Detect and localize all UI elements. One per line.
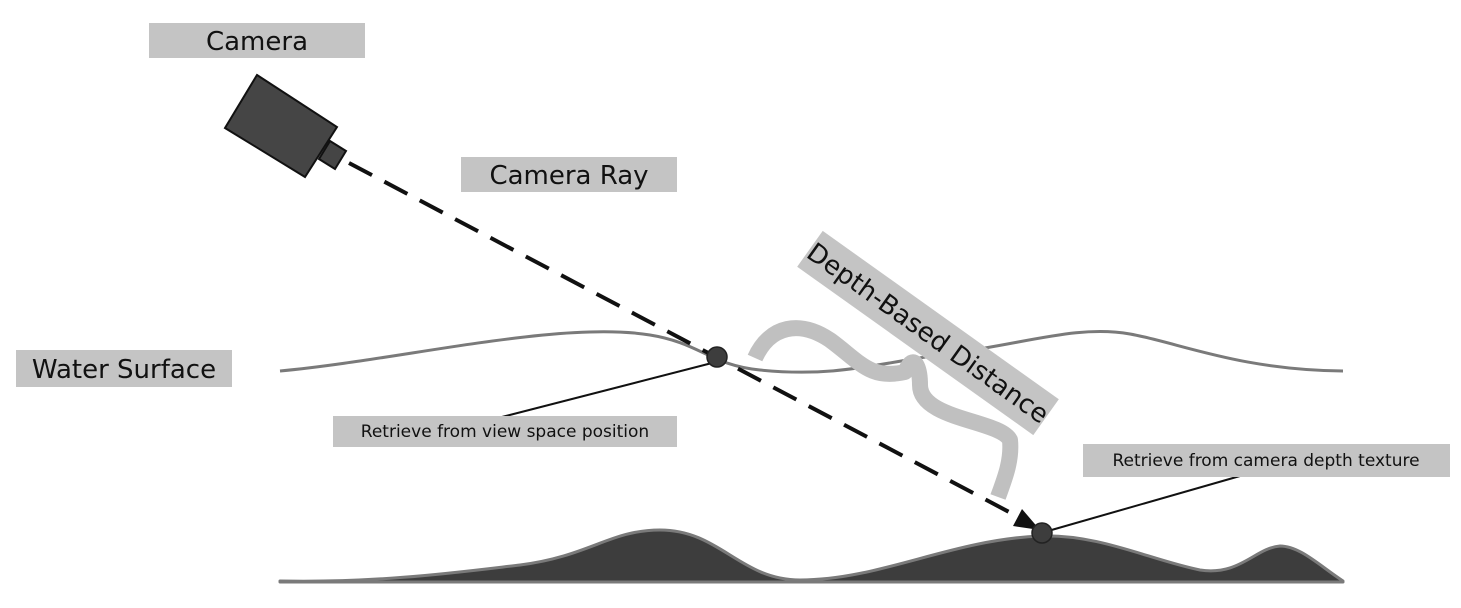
camera-ray-label-text: Camera Ray (489, 161, 648, 191)
view-space-label-text: Retrieve from view space position (361, 422, 649, 442)
camera-label-text: Camera (206, 27, 308, 57)
view-space-leader (497, 362, 713, 419)
water-surface-label: Water Surface (16, 350, 232, 387)
water-surface-line (279, 329, 1344, 374)
view-space-label: Retrieve from view space position (333, 416, 677, 447)
camera-label: Camera (149, 23, 365, 58)
depth-texture-label: Retrieve from camera depth texture (1083, 444, 1450, 477)
depth-texture-label-text: Retrieve from camera depth texture (1112, 451, 1419, 471)
depth-distance-brace (747, 320, 1019, 500)
camera-ray-arrowhead (1013, 509, 1040, 530)
camera-icon (223, 73, 348, 179)
depth-texture-leader (1047, 475, 1241, 532)
terrain (278, 528, 1345, 584)
camera-ray-label: Camera Ray (461, 157, 677, 192)
terrain-point (1031, 522, 1053, 544)
water-surface-point (706, 346, 728, 368)
camera-ray (348, 161, 1029, 524)
water-surface-label-text: Water Surface (32, 355, 216, 385)
